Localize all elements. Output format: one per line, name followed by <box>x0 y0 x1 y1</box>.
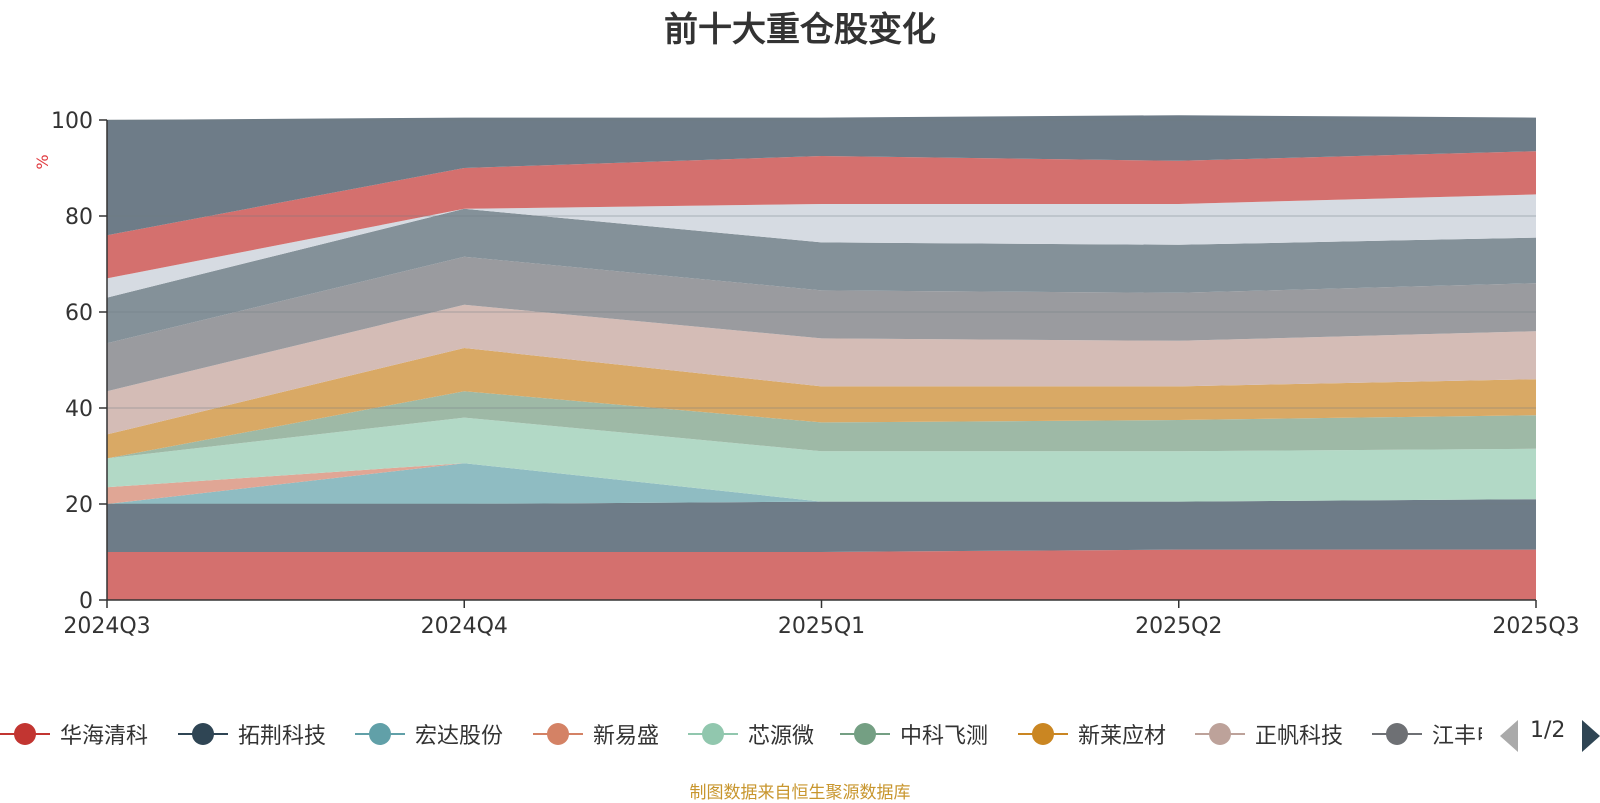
area-series-12 <box>107 115 1536 236</box>
legend-item[interactable]: 江丰电子 <box>1372 718 1482 750</box>
legend-item[interactable]: 芯源微 <box>688 718 814 750</box>
area-series-7 <box>107 304 1536 435</box>
area-series-5 <box>107 391 1536 459</box>
legend-label: 新易盛 <box>593 724 660 749</box>
area-series-2 <box>107 463 1536 504</box>
x-tick-label-1: 2024Q4 <box>421 614 508 639</box>
legend-marker-dot <box>192 723 214 745</box>
legend-marker-icon <box>178 718 228 750</box>
grid-lines <box>107 119 1536 505</box>
legend-item[interactable]: 华海清科 <box>0 718 148 750</box>
legend-marker-icon <box>355 718 405 750</box>
area-series-6 <box>107 348 1536 459</box>
legend-marker-icon <box>840 718 890 750</box>
legend-label: 宏达股份 <box>415 724 504 749</box>
area-series-0 <box>107 549 1536 600</box>
legend-label: 正帆科技 <box>1255 724 1344 749</box>
y-tick-label-4: 80 <box>65 205 93 230</box>
legend-prev-page-icon[interactable] <box>1500 720 1518 752</box>
legend-viewport: 华海清科 拓荆科技 宏达股份 新易盛 芯源微 中科飞测 新莱应材 正帆科技 江丰电子 <box>0 718 1482 758</box>
x-tick-label-3: 2025Q2 <box>1135 614 1222 639</box>
y-tick-label-0: 0 <box>79 589 93 614</box>
area-series-group <box>107 115 1536 600</box>
legend-marker-dot <box>702 723 724 745</box>
legend-marker-icon <box>1018 718 1068 750</box>
legend-marker-icon <box>533 718 583 750</box>
legend-next-page-icon[interactable] <box>1582 720 1600 752</box>
legend-marker-icon <box>1372 718 1422 750</box>
legend-page-indicator: 1/2 <box>1530 718 1566 743</box>
legend-marker-dot <box>369 723 391 745</box>
legend-label: 华海清科 <box>60 724 149 749</box>
legend-item[interactable]: 正帆科技 <box>1195 718 1343 750</box>
area-series-4 <box>107 417 1536 502</box>
legend-label: 拓荆科技 <box>238 724 327 749</box>
y-tick-label-3: 60 <box>65 301 93 326</box>
area-series-1 <box>107 499 1536 552</box>
x-tick-label-0: 2024Q3 <box>63 614 150 639</box>
axes: 0 20 40 60 80 100 2024Q3 2024Q4 2025Q1 2025Q2 2025… <box>51 109 1580 639</box>
legend-item[interactable]: 新易盛 <box>533 718 659 750</box>
legend-label: 新莱应材 <box>1078 724 1167 749</box>
area-series-9 <box>107 208 1536 344</box>
legend-marker-dot <box>854 723 876 745</box>
area-chart: 0 20 40 60 80 100 2024Q3 2024Q4 2025Q1 2025Q2 2025… <box>33 109 1580 639</box>
y-tick-label-2: 40 <box>65 397 93 422</box>
legend-marker-icon <box>0 718 50 750</box>
chart-title: 前十大重仓股变化 <box>664 10 936 50</box>
area-series-10 <box>107 194 1536 298</box>
x-tick-label-2: 2025Q1 <box>778 614 865 639</box>
x-tick-label-4: 2025Q3 <box>1492 614 1579 639</box>
legend[interactable]: 华海清科 拓荆科技 宏达股份 新易盛 芯源微 中科飞测 新莱应材 正帆科技 江丰电子 <box>0 718 1600 758</box>
legend-item[interactable]: 拓荆科技 <box>178 718 326 750</box>
area-series-8 <box>107 256 1536 392</box>
legend-label: 中科飞测 <box>900 724 989 749</box>
source-note: 制图数据来自恒生聚源数据库 <box>689 783 911 803</box>
legend-marker-dot <box>1386 723 1408 745</box>
legend-item[interactable]: 宏达股份 <box>355 718 503 750</box>
legend-label: 江丰电子 <box>1432 724 1482 749</box>
area-series-11 <box>107 151 1536 279</box>
legend-label: 芯源微 <box>748 724 815 749</box>
legend-marker-icon <box>1195 718 1245 750</box>
legend-marker-dot <box>14 723 36 745</box>
legend-marker-dot <box>1032 723 1054 745</box>
y-axis-label: % <box>33 154 52 169</box>
legend-marker-dot <box>1209 723 1231 745</box>
legend-marker-icon <box>688 718 738 750</box>
legend-item[interactable]: 中科飞测 <box>840 718 988 750</box>
legend-item[interactable]: 新莱应材 <box>1018 718 1166 750</box>
y-tick-label-1: 20 <box>65 493 93 518</box>
legend-marker-dot <box>547 723 569 745</box>
y-tick-label-5: 100 <box>51 109 93 134</box>
